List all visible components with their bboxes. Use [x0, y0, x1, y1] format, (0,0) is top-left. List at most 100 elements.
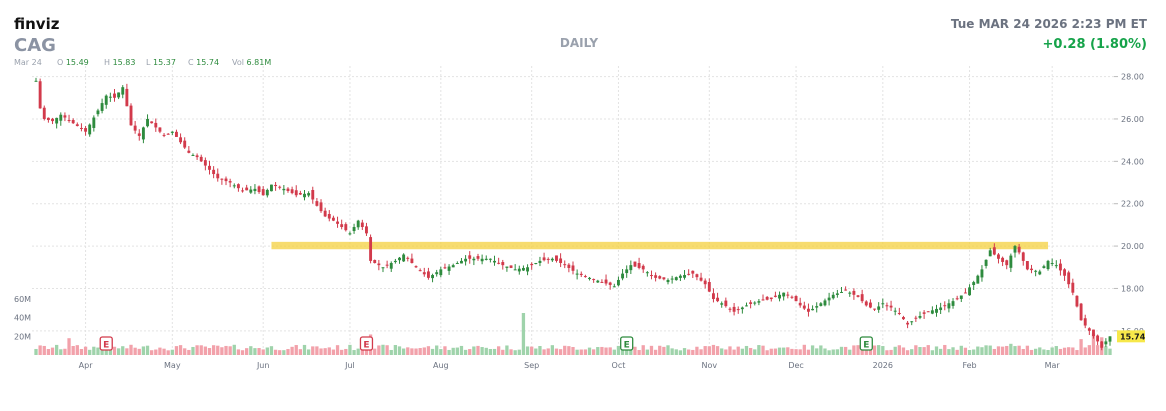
- candle[interactable]: [92, 115, 96, 132]
- candle[interactable]: [724, 297, 728, 308]
- candle[interactable]: [187, 146, 191, 154]
- candle[interactable]: [410, 253, 414, 264]
- candle[interactable]: [596, 279, 600, 283]
- candle[interactable]: [236, 183, 240, 192]
- candle[interactable]: [290, 186, 294, 195]
- candle[interactable]: [852, 288, 856, 300]
- candle[interactable]: [162, 133, 166, 138]
- candle[interactable]: [96, 108, 100, 117]
- candle[interactable]: [270, 184, 273, 192]
- candle[interactable]: [538, 256, 542, 267]
- candle[interactable]: [46, 117, 50, 123]
- candle[interactable]: [104, 94, 108, 109]
- candle[interactable]: [555, 255, 558, 263]
- candle[interactable]: [703, 278, 707, 289]
- candle[interactable]: [348, 231, 352, 236]
- candle[interactable]: [1046, 259, 1050, 271]
- candle[interactable]: [670, 275, 674, 284]
- candle[interactable]: [947, 299, 951, 313]
- candle[interactable]: [398, 256, 401, 264]
- earnings-marker[interactable]: E: [859, 336, 873, 351]
- candle[interactable]: [616, 276, 620, 287]
- candle[interactable]: [951, 298, 955, 309]
- candle[interactable]: [216, 168, 220, 182]
- candle[interactable]: [910, 321, 914, 326]
- candle[interactable]: [798, 297, 802, 308]
- candle[interactable]: [906, 320, 910, 329]
- candle[interactable]: [550, 257, 554, 262]
- finviz-logo[interactable]: finviz: [14, 15, 60, 33]
- candle[interactable]: [319, 199, 323, 213]
- candle[interactable]: [1005, 259, 1009, 270]
- candle[interactable]: [1092, 329, 1095, 339]
- candle[interactable]: [34, 77, 38, 82]
- candle[interactable]: [274, 182, 278, 191]
- candle[interactable]: [621, 268, 625, 281]
- candle[interactable]: [831, 291, 835, 300]
- candle[interactable]: [158, 127, 162, 134]
- candle[interactable]: [439, 266, 443, 278]
- candle[interactable]: [108, 92, 112, 102]
- candle[interactable]: [534, 262, 538, 265]
- candle[interactable]: [600, 279, 604, 283]
- candle[interactable]: [42, 105, 46, 121]
- candle[interactable]: [1100, 340, 1104, 351]
- candle[interactable]: [749, 300, 753, 309]
- candle[interactable]: [699, 272, 703, 282]
- candle[interactable]: [988, 247, 992, 257]
- candle[interactable]: [745, 302, 748, 307]
- candle[interactable]: [435, 269, 439, 277]
- candle[interactable]: [757, 298, 761, 306]
- candle[interactable]: [1058, 259, 1062, 276]
- candle[interactable]: [802, 301, 806, 311]
- candle[interactable]: [323, 207, 327, 218]
- candle[interactable]: [521, 265, 525, 271]
- candle[interactable]: [431, 273, 434, 283]
- candle[interactable]: [505, 266, 509, 272]
- candle[interactable]: [208, 160, 211, 175]
- candle[interactable]: [811, 305, 815, 311]
- candle[interactable]: [687, 269, 691, 276]
- candle[interactable]: [286, 187, 290, 193]
- earnings-marker[interactable]: E: [99, 336, 113, 351]
- candle[interactable]: [877, 302, 881, 313]
- candle[interactable]: [848, 291, 852, 297]
- candle[interactable]: [972, 280, 976, 290]
- candle[interactable]: [922, 310, 926, 319]
- candle[interactable]: [464, 255, 468, 266]
- candle[interactable]: [815, 302, 819, 313]
- candle[interactable]: [654, 272, 658, 282]
- candle[interactable]: [121, 85, 125, 99]
- candle[interactable]: [625, 265, 629, 278]
- candle[interactable]: [897, 307, 901, 316]
- candle[interactable]: [336, 216, 339, 228]
- candle[interactable]: [369, 234, 373, 264]
- candle[interactable]: [864, 300, 868, 307]
- candle[interactable]: [282, 185, 286, 195]
- candle[interactable]: [51, 117, 54, 125]
- candle[interactable]: [819, 302, 823, 307]
- candle[interactable]: [232, 183, 236, 189]
- candle[interactable]: [509, 265, 513, 269]
- candle[interactable]: [418, 268, 422, 272]
- candle[interactable]: [695, 273, 699, 281]
- candle[interactable]: [241, 187, 244, 193]
- candle[interactable]: [1017, 243, 1021, 255]
- candle[interactable]: [893, 307, 897, 316]
- candle[interactable]: [327, 210, 331, 222]
- candle[interactable]: [1108, 336, 1112, 346]
- timeframe-label[interactable]: DAILY: [560, 36, 598, 50]
- candle[interactable]: [835, 289, 839, 298]
- candle[interactable]: [468, 251, 472, 264]
- candle[interactable]: [856, 294, 860, 298]
- candle[interactable]: [1067, 270, 1071, 288]
- candle[interactable]: [873, 308, 876, 312]
- candle[interactable]: [422, 267, 426, 277]
- candle[interactable]: [1083, 314, 1087, 329]
- candle[interactable]: [1050, 258, 1054, 267]
- candle[interactable]: [426, 267, 430, 280]
- candle[interactable]: [88, 123, 92, 137]
- candle[interactable]: [790, 295, 794, 299]
- candle[interactable]: [807, 303, 810, 317]
